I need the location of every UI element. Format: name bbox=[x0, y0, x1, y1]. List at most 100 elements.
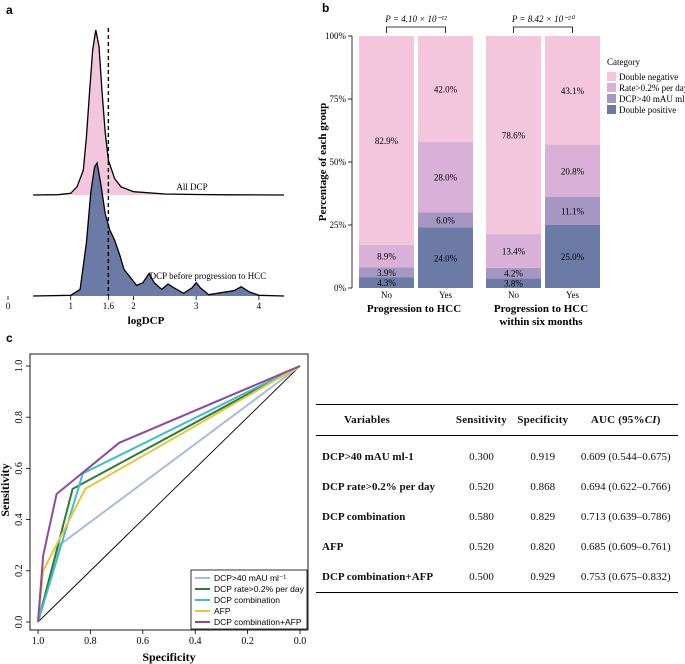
bar-segment-3-0 bbox=[545, 225, 600, 288]
bar-label-1-0: 24.0% bbox=[434, 253, 458, 263]
bar-segment-0-3 bbox=[359, 36, 414, 245]
panel-label-c: c bbox=[6, 331, 13, 345]
legend-label-1: Rate>0.2% per day bbox=[619, 83, 685, 93]
roc-y-tick-label-5: 1.0 bbox=[14, 360, 25, 373]
roc-x-tick-label-5: 0.0 bbox=[294, 636, 307, 647]
bar-label-0-3: 82.9% bbox=[375, 136, 399, 146]
table-cell-2-0: DCP combination bbox=[322, 511, 406, 523]
roc-y-tick-label-1: 0.2 bbox=[14, 565, 25, 578]
roc-legend-box bbox=[190, 569, 308, 630]
auc-table: Variables Sensitivity Specificity AUC (9… bbox=[316, 404, 678, 593]
table-cell-4-2: 0.929 bbox=[530, 571, 556, 583]
y-tick-label-2: 50% bbox=[330, 157, 347, 167]
roc-y-tick-label-0: 0.0 bbox=[14, 616, 25, 629]
category-label-0: No bbox=[381, 290, 392, 300]
density-line-0 bbox=[33, 29, 285, 196]
group-label-1-line1: Progression to HCC bbox=[494, 303, 588, 315]
y-tick-label-1: 25% bbox=[330, 220, 347, 230]
roc-x-tick-label-3: 0.4 bbox=[189, 636, 202, 647]
bar-segment-3-2 bbox=[545, 144, 600, 198]
col-specificity: Specificity bbox=[517, 414, 569, 426]
roc-frame bbox=[29, 353, 309, 631]
density-fill-0 bbox=[8, 30, 284, 195]
table-cell-1-2: 0.868 bbox=[530, 481, 556, 493]
bar-label-1-2: 28.0% bbox=[434, 173, 458, 183]
table-cell-1-0: DCP rate>0.2% per day bbox=[322, 481, 435, 493]
bar-segment-1-2 bbox=[418, 141, 473, 213]
x-axis-label: logDCP bbox=[128, 315, 165, 327]
panel-label-a: a bbox=[6, 3, 13, 17]
roc-legend-label-4: DCP combination+AFP bbox=[214, 617, 302, 627]
table-cell-2-2: 0.829 bbox=[530, 511, 556, 523]
bar-label-0-2: 8.9% bbox=[377, 252, 396, 262]
density-panel: All DCP DCP before progression to HCC 0 1 1.… bbox=[6, 28, 285, 327]
panel-label-b: b bbox=[322, 1, 329, 15]
roc-diagonal bbox=[37, 365, 301, 623]
pvalue-bracket-1 bbox=[513, 26, 573, 33]
bar-segment-0-0 bbox=[359, 277, 414, 288]
category-label-1: Yes bbox=[439, 290, 453, 300]
bar-label-2-2: 13.4% bbox=[502, 246, 526, 256]
roc-legend-label-0: DCP>40 mAU ml⁻¹ bbox=[214, 573, 286, 583]
table-cell-3-3: 0.685 (0.609–0.761) bbox=[580, 541, 671, 553]
bar-label-1-3: 42.0% bbox=[434, 84, 458, 94]
table-cell-1-1: 0.520 bbox=[469, 481, 494, 493]
bar-segment-2-3 bbox=[486, 36, 541, 235]
table-cell-3-0: AFP bbox=[322, 541, 344, 553]
table-row: AFP 0.520 0.820 0.685 (0.609–0.761) bbox=[316, 532, 678, 562]
roc-y-tick-label-4: 0.8 bbox=[14, 411, 25, 424]
roc-curve-4 bbox=[37, 365, 301, 623]
roc-x-tick-label-0: 1.0 bbox=[32, 636, 45, 647]
legend-swatch-1 bbox=[607, 83, 616, 92]
legend-swatch-2 bbox=[607, 94, 616, 103]
bar-label-3-0: 25.0% bbox=[561, 252, 585, 262]
roc-panel: 1.0 0.8 0.6 0.4 0.2 0.0 Specificity 0.0 0.2 0.4 0.… bbox=[0, 353, 309, 664]
table-cell-1-3: 0.694 (0.622–0.766) bbox=[580, 481, 671, 493]
bar-segment-3-3 bbox=[545, 36, 600, 145]
bar-label-3-2: 20.8% bbox=[561, 166, 585, 176]
x-tick-label-2: 1.6 bbox=[103, 301, 115, 311]
bar-label-2-1: 4.2% bbox=[504, 269, 523, 279]
bar-segment-1-0 bbox=[418, 227, 473, 288]
col-auc: AUC (95%CI) bbox=[590, 414, 661, 426]
legend-label-2: DCP>40 mAU ml⁻¹ bbox=[619, 94, 685, 104]
bar-segment-1-1 bbox=[418, 212, 473, 228]
roc-legend-label-2: DCP combination bbox=[214, 595, 280, 605]
x-tick-label-0: 0 bbox=[6, 301, 11, 311]
table-cell-2-3: 0.713 (0.639–0.786) bbox=[580, 511, 671, 523]
col-variables: Variables bbox=[344, 414, 391, 426]
bar-label-2-3: 78.6% bbox=[502, 131, 526, 141]
y-tick-label-4: 100% bbox=[325, 31, 347, 41]
roc-curve-1 bbox=[37, 365, 301, 623]
bar-label-1-1: 6.0% bbox=[436, 215, 455, 225]
group-label-0: Progression to HCC bbox=[367, 303, 461, 315]
roc-x-tick-label-1: 0.8 bbox=[84, 636, 97, 647]
table-row: DCP combination+AFP 0.500 0.929 0.753 (0.67… bbox=[316, 562, 678, 593]
bar-segment-2-2 bbox=[486, 234, 541, 268]
bar-segment-0-1 bbox=[359, 267, 414, 278]
table-cell-0-1: 0.300 bbox=[469, 451, 494, 463]
roc-legend-label-3: AFP bbox=[214, 606, 231, 616]
roc-x-axis-label: Specificity bbox=[142, 650, 195, 664]
table-cell-3-1: 0.520 bbox=[469, 541, 494, 553]
col-sensitivity: Sensitivity bbox=[455, 414, 507, 426]
group-label-1-line2: within six months bbox=[499, 316, 583, 328]
table-row: DCP combination 0.580 0.829 0.713 (0.639–0.… bbox=[316, 502, 678, 532]
table-cell-4-3: 0.753 (0.675–0.832) bbox=[580, 571, 671, 583]
bar-label-3-3: 43.1% bbox=[561, 86, 585, 96]
bar-label-0-1: 3.9% bbox=[377, 268, 396, 278]
table-cell-0-2: 0.919 bbox=[530, 451, 556, 463]
table-row: DCP>40 mAU ml-1 0.300 0.919 0.609 (0.544–0.… bbox=[316, 436, 678, 473]
bar-segment-2-0 bbox=[486, 278, 541, 288]
y-tick-label-0: 0% bbox=[334, 283, 347, 293]
table-header-row: Variables Sensitivity Specificity AUC (9… bbox=[316, 404, 678, 436]
roc-y-tick-label-3: 0.6 bbox=[14, 462, 25, 475]
bar-segment-2-1 bbox=[486, 267, 541, 279]
legend-title: Category bbox=[607, 57, 640, 67]
bar-segment-3-1 bbox=[545, 197, 600, 225]
stacked-bar-panel: 0% 25% 50% 75% 100% Percentage of each group 4… bbox=[317, 14, 685, 328]
table-cell-0-3: 0.609 (0.544–0.675) bbox=[580, 451, 671, 463]
roc-x-tick-label-4: 0.2 bbox=[241, 636, 254, 647]
table-cell-3-2: 0.820 bbox=[530, 541, 556, 553]
